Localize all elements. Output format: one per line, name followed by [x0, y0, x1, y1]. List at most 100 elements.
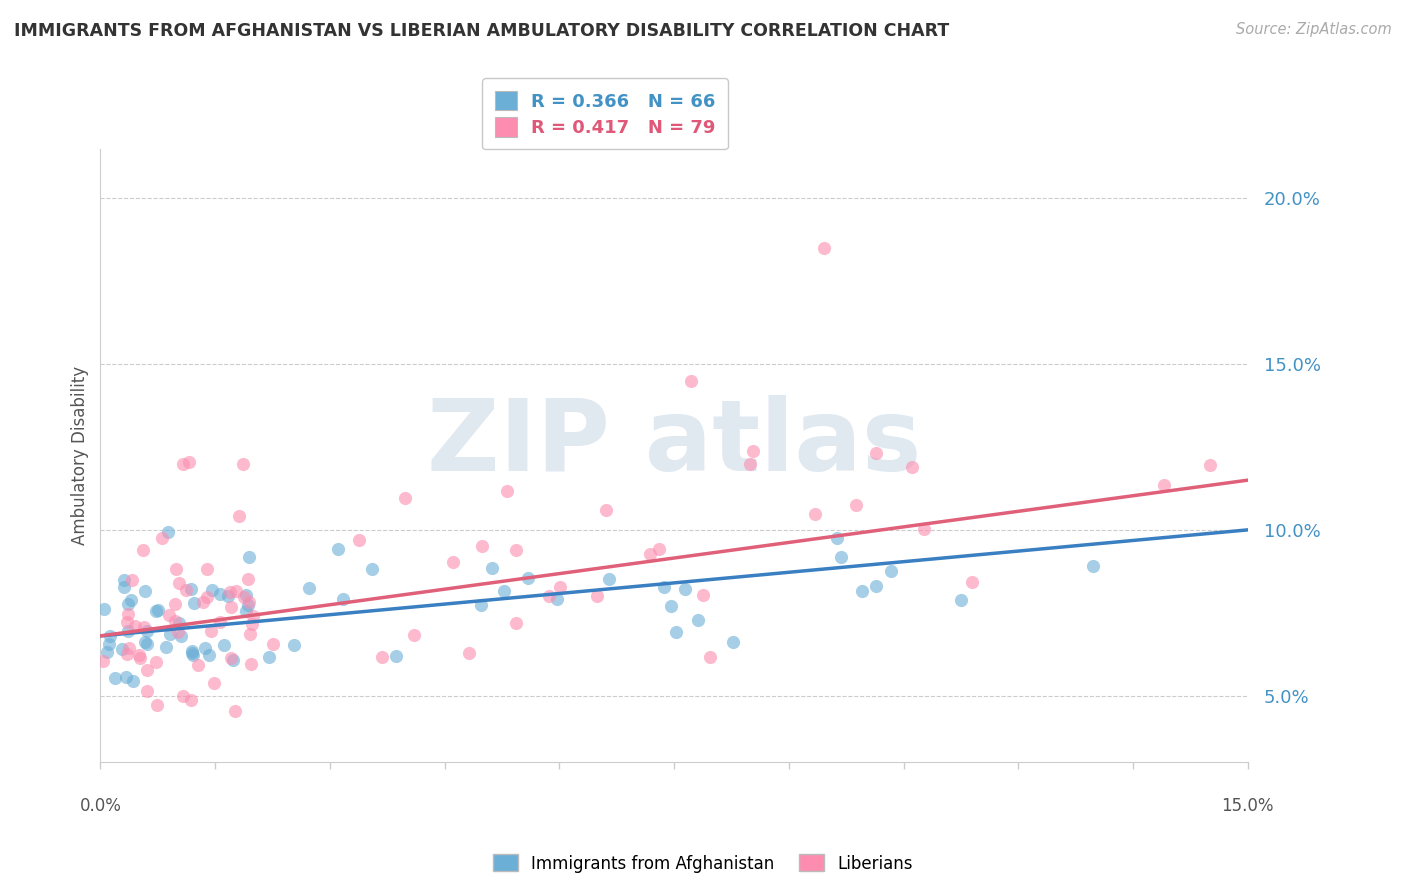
Point [159, 627, 181, 641]
Point [124, 618, 146, 632]
Point [585, 589, 607, 603]
Legend: Immigrants from Afghanistan, Liberians: Immigrants from Afghanistan, Liberians [486, 847, 920, 880]
Point [679, 374, 702, 388]
Point [197, 648, 219, 662]
Point [328, 541, 350, 556]
Point [172, 457, 194, 471]
Point [183, 596, 205, 610]
Point [187, 658, 209, 673]
Point [538, 589, 561, 603]
Point [505, 615, 527, 630]
Point [370, 649, 392, 664]
Point [169, 629, 191, 643]
Point [1199, 458, 1222, 472]
Text: Source: ZipAtlas.com: Source: ZipAtlas.com [1236, 22, 1392, 37]
Point [129, 650, 152, 665]
Point [394, 491, 416, 505]
Point [96, 645, 118, 659]
Point [516, 571, 538, 585]
Point [135, 624, 157, 638]
Point [550, 580, 572, 594]
Point [595, 503, 617, 517]
Point [136, 663, 159, 677]
Point [257, 649, 280, 664]
Point [1153, 477, 1175, 491]
Point [238, 595, 260, 609]
Point [111, 641, 134, 656]
Point [191, 595, 214, 609]
Point [239, 627, 262, 641]
Point [385, 648, 408, 663]
Text: IMMIGRANTS FROM AFGHANISTAN VS LIBERIAN AMBULATORY DISABILITY CORRELATION CHART: IMMIGRANTS FROM AFGHANISTAN VS LIBERIAN … [14, 22, 949, 40]
Point [117, 607, 139, 622]
Point [1081, 559, 1104, 574]
Point [93, 602, 115, 616]
Y-axis label: Ambulatory Disability: Ambulatory Disability [72, 366, 89, 545]
Point [202, 676, 225, 690]
Text: 15.0%: 15.0% [1222, 797, 1274, 814]
Point [200, 624, 222, 638]
Point [146, 698, 169, 712]
Point [132, 620, 155, 634]
Point [180, 582, 202, 596]
Point [172, 690, 194, 704]
Point [165, 562, 187, 576]
Point [283, 638, 305, 652]
Point [209, 587, 232, 601]
Point [219, 599, 242, 614]
Point [221, 651, 243, 665]
Point [960, 574, 983, 589]
Point [458, 646, 481, 660]
Point [145, 604, 167, 618]
Point [950, 593, 973, 607]
Point [845, 498, 868, 512]
Text: ZIP atlas: ZIP atlas [427, 394, 921, 491]
Point [91, 654, 114, 668]
Point [181, 648, 204, 663]
Point [699, 650, 721, 665]
Point [235, 604, 257, 618]
Legend: R = 0.366   N = 66, R = 0.417   N = 79: R = 0.366 N = 66, R = 0.417 N = 79 [482, 78, 728, 150]
Point [194, 641, 217, 656]
Point [879, 565, 901, 579]
Point [239, 657, 262, 672]
Point [505, 542, 527, 557]
Point [163, 597, 186, 611]
Point [235, 588, 257, 602]
Point [167, 624, 190, 639]
Point [120, 592, 142, 607]
Point [659, 599, 682, 613]
Point [652, 580, 675, 594]
Point [738, 458, 761, 472]
Point [209, 615, 232, 629]
Point [598, 572, 620, 586]
Point [865, 446, 887, 460]
Point [298, 581, 321, 595]
Point [741, 444, 763, 458]
Point [134, 583, 156, 598]
Point [163, 615, 186, 629]
Point [156, 525, 179, 540]
Point [688, 613, 710, 627]
Text: 0.0%: 0.0% [79, 797, 121, 814]
Point [673, 582, 696, 596]
Point [145, 655, 167, 669]
Point [912, 522, 935, 536]
Point [136, 636, 159, 650]
Point [134, 635, 156, 649]
Point [197, 590, 219, 604]
Point [112, 580, 135, 594]
Point [180, 693, 202, 707]
Point [233, 590, 256, 604]
Point [236, 599, 259, 613]
Point [402, 628, 425, 642]
Point [98, 637, 121, 651]
Point [167, 615, 190, 630]
Point [112, 573, 135, 587]
Point [347, 533, 370, 547]
Point [242, 609, 264, 624]
Point [721, 634, 744, 648]
Point [136, 684, 159, 698]
Point [115, 670, 138, 684]
Point [117, 624, 139, 639]
